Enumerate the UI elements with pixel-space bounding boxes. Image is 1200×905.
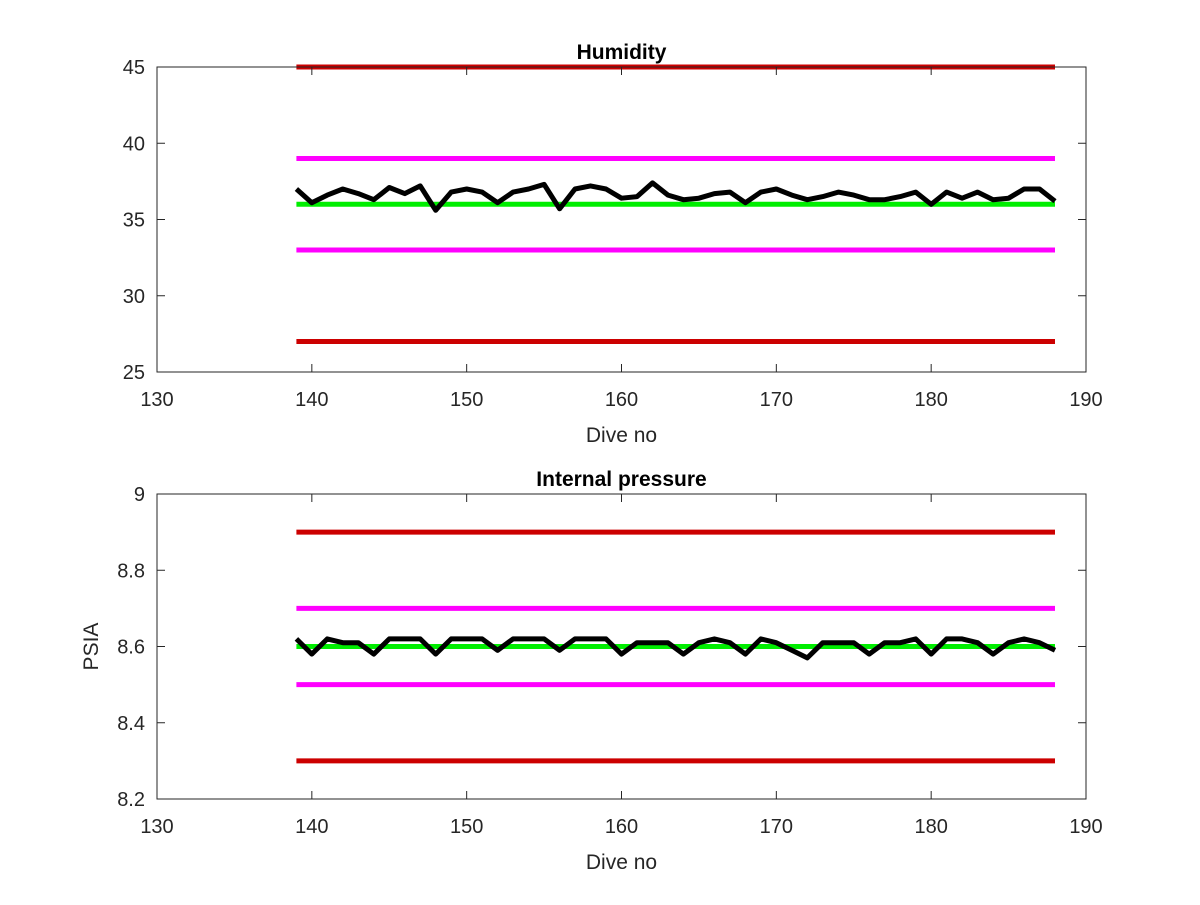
pressure-x-axis-label: Dive no — [586, 851, 657, 874]
humidity-plot-title: Humidity — [577, 41, 667, 64]
humidity-y-tick-label: 25 — [123, 362, 145, 384]
humidity-x-tick-label: 130 — [140, 389, 173, 411]
humidity-y-tick-label: 35 — [123, 210, 145, 232]
humidity-x-tick-label: 140 — [295, 389, 328, 411]
humidity-x-axis-label: Dive no — [586, 424, 657, 447]
humidity-plot: 130 140 150 160 170 180 190 25 30 35 40 45 Humidity D… — [123, 41, 1103, 447]
humidity-series-line-5 — [294, 180, 1057, 213]
humidity-y-tick-label: 40 — [123, 133, 145, 155]
pressure-series-line-5 — [294, 636, 1057, 661]
pressure-x-tick-label: 180 — [914, 816, 947, 838]
internal-pressure-plot: 130 140 150 160 170 180 190 8.2 8.4 8.6 8.8 9 Intern… — [80, 468, 1103, 874]
pressure-y-tick-label: 8.2 — [117, 789, 145, 811]
humidity-x-tick-label: 150 — [450, 389, 483, 411]
pressure-x-tick-label: 150 — [450, 816, 483, 838]
humidity-axes-box — [156, 66, 1087, 373]
pressure-y-tick-label: 8.4 — [117, 713, 145, 735]
pressure-y-axis-label: PSIA — [80, 623, 103, 671]
pressure-y-tick-label: 8.8 — [117, 560, 145, 582]
pressure-x-tick-label: 160 — [605, 816, 638, 838]
pressure-plot-title: Internal pressure — [536, 468, 706, 491]
pressure-x-tick-label: 190 — [1069, 816, 1102, 838]
pressure-y-tick-label: 8.6 — [117, 637, 145, 659]
humidity-x-tick-label: 160 — [605, 389, 638, 411]
humidity-x-tick-label: 180 — [914, 389, 947, 411]
pressure-y-tick-label: 9 — [134, 484, 145, 506]
humidity-x-tick-label: 190 — [1069, 389, 1102, 411]
humidity-y-tick-label: 30 — [123, 286, 145, 308]
pressure-x-tick-label: 140 — [295, 816, 328, 838]
humidity-x-tick-label: 170 — [760, 389, 793, 411]
pressure-x-tick-label: 130 — [140, 816, 173, 838]
pressure-x-tick-label: 170 — [760, 816, 793, 838]
humidity-y-tick-label: 45 — [123, 57, 145, 79]
